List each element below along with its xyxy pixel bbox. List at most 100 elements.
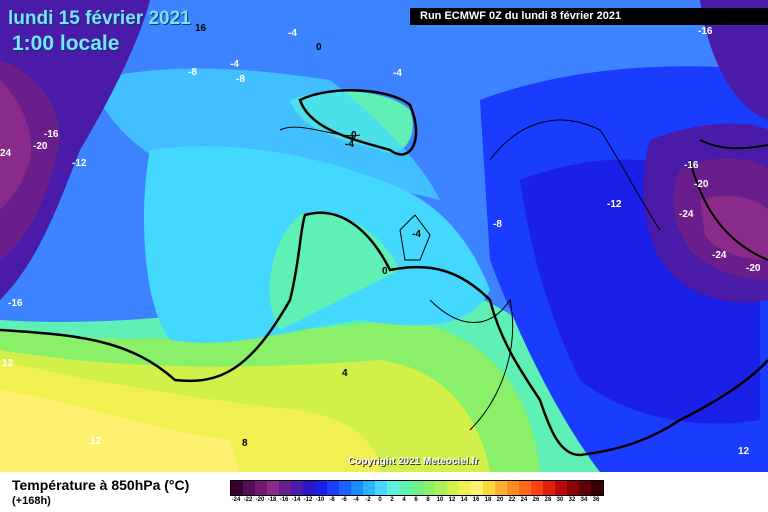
color-scale-tick: 28 — [544, 497, 552, 503]
color-scale-tick: 20 — [496, 497, 504, 503]
color-scale-swatch — [471, 481, 483, 495]
color-scale-swatch — [459, 481, 471, 495]
color-scale-tick: -10 — [315, 497, 325, 503]
map-label: 24 — [0, 148, 12, 159]
color-scale-swatch — [411, 481, 423, 495]
map-label: 4 — [342, 368, 348, 379]
color-scale-swatch — [435, 481, 447, 495]
color-scale-tick: -22 — [243, 497, 253, 503]
lead-time: (+168h) — [12, 495, 51, 507]
map-label: -8 — [493, 219, 502, 230]
color-scale-swatch — [519, 481, 531, 495]
color-scale-tick: 18 — [484, 497, 492, 503]
copyright-notice: Copyright 2021 Meteociel.fr — [348, 456, 479, 467]
map-label: -4 — [345, 139, 354, 150]
color-scale-tick: 8 — [426, 497, 430, 503]
map-label: 8 — [242, 438, 248, 449]
color-scale-tick: 14 — [460, 497, 468, 503]
map-label: 0 — [382, 266, 388, 277]
map-label: 12 — [2, 358, 14, 369]
color-scale-swatch — [279, 481, 291, 495]
color-scale-swatch — [555, 481, 567, 495]
color-scale-swatch — [387, 481, 399, 495]
color-scale-swatch — [267, 481, 279, 495]
map-label: -20 — [746, 263, 761, 274]
color-scale-swatch — [231, 481, 243, 495]
color-scale-swatch — [339, 481, 351, 495]
map-label: -20 — [33, 141, 48, 152]
color-scale-swatch — [531, 481, 543, 495]
color-scale-tick: -12 — [303, 497, 313, 503]
map-label: -16 — [8, 298, 23, 309]
color-scale-tick: 2 — [390, 497, 394, 503]
map-label: -24 — [712, 250, 727, 261]
color-scale-swatch — [579, 481, 591, 495]
color-scale — [230, 480, 604, 496]
color-scale-tick: 36 — [592, 497, 600, 503]
color-scale-tick: -14 — [291, 497, 301, 503]
map-label: -16 — [44, 129, 59, 140]
map-label: 12 — [738, 446, 750, 457]
color-scale-ticks: -24 -22 -20 -18 -16 -14 -12 -10 -8 -6 -4 -2 0 2 4 6 8 10 1… — [230, 497, 602, 503]
color-scale-swatch — [255, 481, 267, 495]
color-scale-tick: -18 — [267, 497, 277, 503]
color-scale-swatch — [447, 481, 459, 495]
color-scale-tick: -4 — [353, 497, 359, 503]
field-title: Température à 850hPa (°C) — [12, 477, 190, 493]
color-scale-swatch — [543, 481, 555, 495]
color-scale-tick: -16 — [279, 497, 289, 503]
color-scale-swatch — [591, 481, 603, 495]
map-label: -24 — [679, 209, 694, 220]
map-label: 0 — [316, 42, 322, 53]
map-label: -12 — [607, 199, 622, 210]
color-scale-swatch — [315, 481, 327, 495]
map-label: 12 — [90, 436, 102, 447]
color-scale-swatch — [567, 481, 579, 495]
map-label: -4 — [393, 68, 402, 79]
color-scale-swatch — [351, 481, 363, 495]
color-scale-swatch — [327, 481, 339, 495]
color-scale-swatch — [399, 481, 411, 495]
color-scale-swatch — [363, 481, 375, 495]
color-scale-tick: 16 — [472, 497, 480, 503]
color-scale-tick: 12 — [448, 497, 456, 503]
color-scale-tick: 34 — [580, 497, 588, 503]
map-label: -16 — [698, 26, 713, 37]
color-scale-swatch — [483, 481, 495, 495]
color-scale-tick: 6 — [414, 497, 418, 503]
color-scale-tick: 4 — [402, 497, 406, 503]
temperature-map: 16 -4 0 -8 -4 -8 -4 0 -4 -16 -20 24 -12 … — [0, 0, 768, 472]
color-scale-tick: 10 — [436, 497, 444, 503]
map-label: -8 — [188, 67, 197, 78]
color-scale-tick: -20 — [255, 497, 265, 503]
legend-footer: Température à 850hPa (°C) (+168h) -24 -22… — [0, 472, 768, 512]
map-label: -4 — [412, 229, 421, 240]
map-label: 16 — [195, 23, 207, 34]
color-scale-swatch — [303, 481, 315, 495]
color-scale-tick: -2 — [365, 497, 371, 503]
color-scale-swatch — [507, 481, 519, 495]
color-scale-swatch — [423, 481, 435, 495]
color-scale-swatch — [495, 481, 507, 495]
map-label: -12 — [72, 158, 87, 169]
color-scale-tick: 26 — [532, 497, 540, 503]
map-label: -4 — [288, 28, 297, 39]
color-scale-swatch — [243, 481, 255, 495]
color-scale-tick: -24 — [231, 497, 241, 503]
color-scale-tick: 30 — [556, 497, 564, 503]
map-label: -4 — [230, 59, 239, 70]
map-label: -8 — [236, 74, 245, 85]
map-label: 0 — [351, 130, 357, 141]
model-run-label: Run ECMWF 0Z du lundi 8 février 2021 — [410, 8, 768, 25]
color-scale-tick: 24 — [520, 497, 528, 503]
color-scale-swatch — [291, 481, 303, 495]
color-scale-tick: -8 — [329, 497, 335, 503]
forecast-date: lundi 15 février 2021 — [8, 8, 191, 29]
forecast-time: 1:00 locale — [12, 32, 120, 55]
color-scale-swatch — [375, 481, 387, 495]
color-scale-tick: 32 — [568, 497, 576, 503]
color-scale-tick: -6 — [341, 497, 347, 503]
color-scale-tick: 0 — [378, 497, 382, 503]
map-label: -16 — [684, 160, 699, 171]
